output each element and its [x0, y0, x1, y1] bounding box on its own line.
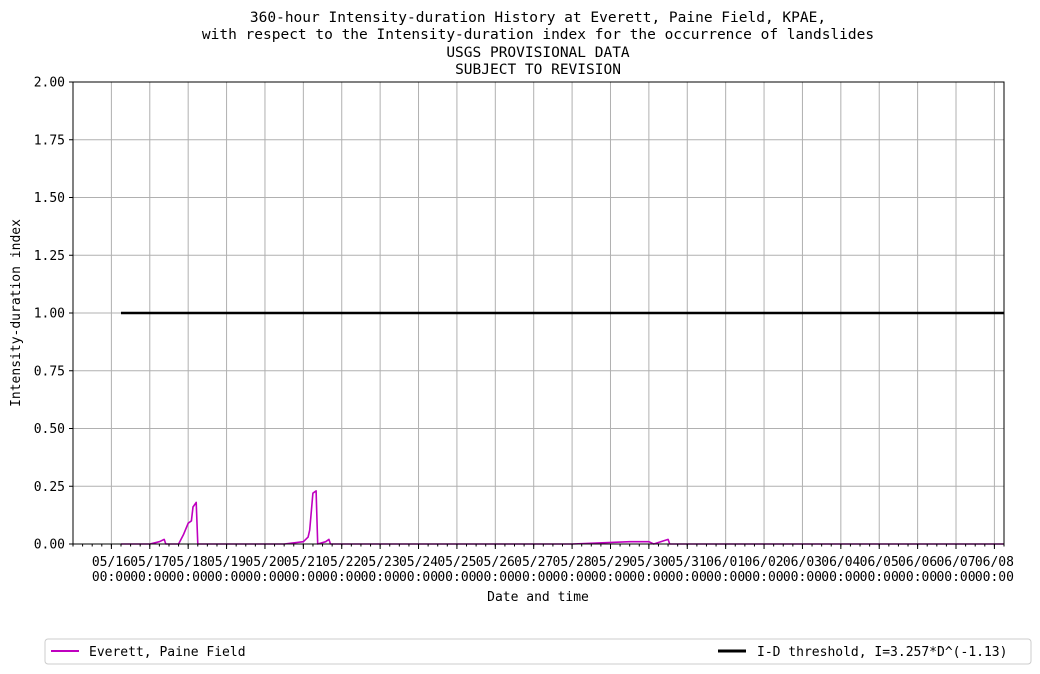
y-tick-label: 0.50: [34, 422, 65, 437]
x-tick-label-time: 00:00: [245, 570, 284, 585]
x-tick-label-date: 06/06: [898, 555, 937, 570]
x-tick-label-date: 05/28: [553, 555, 592, 570]
legend: Everett, Paine Field I-D threshold, I=3.…: [44, 638, 1032, 665]
x-tick-label-date: 05/29: [591, 555, 630, 570]
x-tick-label-time: 00:00: [169, 570, 208, 585]
x-tick-label-date: 05/26: [476, 555, 515, 570]
x-tick-label-time: 00:00: [898, 570, 937, 585]
x-axis-label: Date and time: [487, 590, 589, 605]
x-tick-label-time: 00:00: [437, 570, 476, 585]
x-tick-label-date: 05/31: [668, 555, 707, 570]
y-tick-label: 0.25: [34, 480, 65, 495]
legend-label-threshold: I-D threshold, I=3.257*D^(-1.13): [757, 645, 1007, 660]
x-tick-label-time: 00:00: [92, 570, 131, 585]
x-tick-label-date: 06/05: [860, 555, 899, 570]
x-tick-label-time: 00:00: [821, 570, 860, 585]
x-tick-label-time: 00:00: [361, 570, 400, 585]
x-tick-label-time: 00:00: [706, 570, 745, 585]
x-tick-label-date: 05/18: [169, 555, 208, 570]
x-tick-label-date: 05/24: [399, 555, 438, 570]
x-tick-label-date: 06/02: [744, 555, 783, 570]
x-tick-label-time: 00:00: [629, 570, 668, 585]
x-tick-label-date: 06/01: [706, 555, 745, 570]
x-tick-label-time: 00:00: [860, 570, 899, 585]
title-line-2: with respect to the Intensity-duration i…: [202, 27, 874, 43]
x-tick-label-date: 05/23: [361, 555, 400, 570]
x-tick-label-time: 00:00: [476, 570, 515, 585]
x-tick-label-date: 05/22: [322, 555, 361, 570]
x-tick-label-time: 00:00: [322, 570, 361, 585]
x-tick-label-date: 06/03: [783, 555, 822, 570]
title-line-3: USGS PROVISIONAL DATA: [446, 45, 630, 61]
x-tick-label-date: 06/08: [975, 555, 1014, 570]
y-tick-label: 1.75: [34, 133, 65, 148]
x-tick-label-time: 00:00: [399, 570, 438, 585]
y-tick-label: 0.75: [34, 364, 65, 379]
series-line-station: [121, 490, 1004, 545]
x-tick-label-date: 05/25: [437, 555, 476, 570]
x-tick-label-time: 00:00: [591, 570, 630, 585]
x-tick-label-time: 00:00: [744, 570, 783, 585]
x-tick-label-date: 05/20: [245, 555, 284, 570]
y-tick-label: 1.00: [34, 307, 65, 322]
y-tick-label: 1.50: [34, 191, 65, 206]
x-tick-label-time: 00:00: [514, 570, 553, 585]
x-tick-label-time: 00:00: [284, 570, 323, 585]
x-tick-label-date: 05/30: [629, 555, 668, 570]
x-tick-label-time: 00:00: [783, 570, 822, 585]
x-tick-label-time: 00:00: [668, 570, 707, 585]
legend-box: [44, 638, 1032, 665]
x-tick-label-date: 05/27: [514, 555, 553, 570]
x-tick-label-date: 05/16: [92, 555, 131, 570]
x-tick-label-time: 00:00: [553, 570, 592, 585]
chart-title: 360-hour Intensity-duration History at E…: [202, 10, 874, 78]
y-axis: 0.00 0.25 0.50 0.75 1.00 1.25 1.50 1.75 2.00: [34, 76, 73, 553]
x-tick-label-date: 05/21: [284, 555, 323, 570]
x-tick-label-date: 05/19: [207, 555, 246, 570]
legend-label-station: Everett, Paine Field: [89, 645, 246, 660]
y-tick-label: 2.00: [34, 76, 65, 91]
y-axis-label: Intensity-duration index: [9, 219, 24, 407]
y-tick-label: 0.00: [34, 538, 65, 553]
x-tick-label-time: 00:00: [207, 570, 246, 585]
title-line-1: 360-hour Intensity-duration History at E…: [250, 10, 826, 26]
title-line-4: SUBJECT TO REVISION: [455, 62, 621, 78]
x-axis: 05/1600:0005/1700:0005/1800:0005/1900:00…: [72, 544, 1014, 585]
x-tick-label-date: 05/17: [130, 555, 169, 570]
y-tick-label: 1.25: [34, 249, 65, 264]
x-tick-label-time: 00:00: [130, 570, 169, 585]
x-tick-label-time: 00:00: [936, 570, 975, 585]
x-tick-label-date: 06/07: [936, 555, 975, 570]
x-tick-label-date: 06/04: [821, 555, 860, 570]
x-tick-label-time: 00:00: [975, 570, 1014, 585]
